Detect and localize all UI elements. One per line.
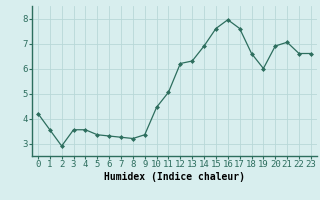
X-axis label: Humidex (Indice chaleur): Humidex (Indice chaleur) [104,172,245,182]
